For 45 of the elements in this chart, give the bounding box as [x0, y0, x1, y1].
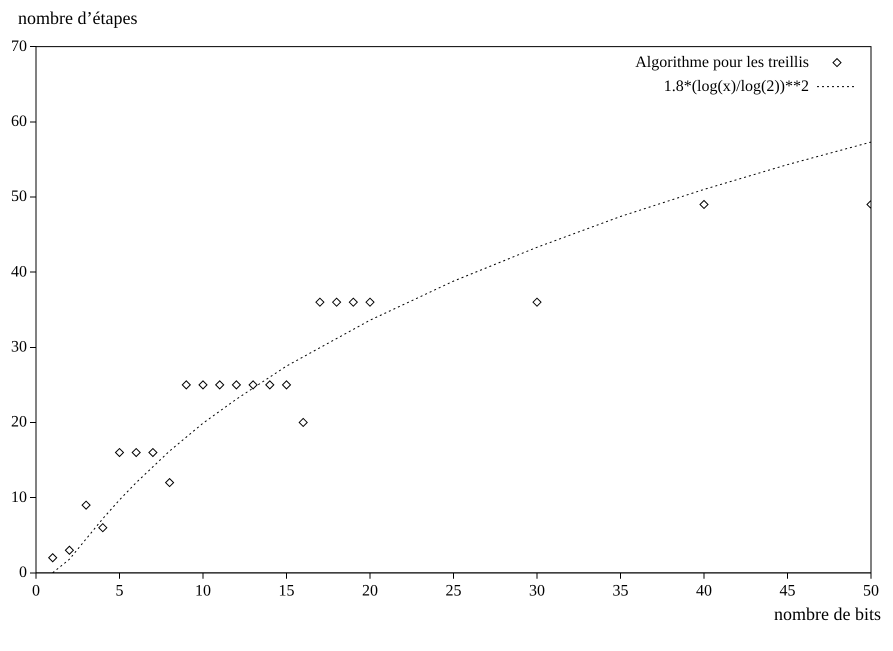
x-tick-label: 10	[195, 582, 211, 600]
legend-label: Algorithme pour les treillis	[635, 54, 809, 71]
point	[366, 298, 374, 307]
x-tick-label: 0	[32, 582, 40, 600]
y-axis-title: nombre d’étapes	[17, 8, 138, 30]
point	[182, 380, 191, 390]
y-tick-label: 50	[11, 188, 27, 206]
point	[115, 448, 124, 458]
point	[198, 380, 208, 390]
y-tick-label: 40	[11, 263, 27, 280]
point	[532, 298, 542, 307]
point	[48, 553, 58, 562]
point	[332, 298, 342, 307]
y-tick-label: 10	[11, 488, 27, 506]
y-tick-label: 0	[19, 564, 27, 582]
y-tick-label: 20	[11, 414, 27, 431]
x-tick-label: 50	[863, 582, 879, 600]
point	[298, 418, 308, 427]
point	[132, 448, 141, 458]
point	[348, 298, 358, 307]
x-tick-label: 35	[612, 582, 628, 600]
x-tick-label: 5	[116, 582, 124, 600]
x-tick-label: 20	[362, 582, 378, 600]
x-tick-label: 45	[780, 582, 796, 600]
point	[248, 380, 258, 390]
y-tick-label: 30	[11, 338, 27, 356]
point	[265, 380, 274, 390]
x-tick-label: 40	[696, 582, 712, 600]
point	[215, 380, 224, 390]
point	[165, 478, 174, 488]
legend-label: 1.8*(log(x)/log(2))**2	[664, 78, 809, 95]
point	[148, 448, 158, 458]
x-tick-label: 15	[278, 582, 294, 600]
x-tick-label: 30	[529, 582, 545, 600]
point	[232, 380, 241, 390]
point	[82, 500, 91, 510]
point	[315, 298, 324, 307]
x-axis-title: nombre de bits	[773, 604, 882, 625]
y-tick-label: 70	[11, 38, 27, 55]
point	[282, 380, 291, 390]
x-tick-label: 25	[446, 582, 462, 600]
y-tick-label: 60	[11, 112, 27, 130]
point	[64, 546, 74, 555]
point	[700, 200, 708, 209]
point	[98, 523, 108, 532]
